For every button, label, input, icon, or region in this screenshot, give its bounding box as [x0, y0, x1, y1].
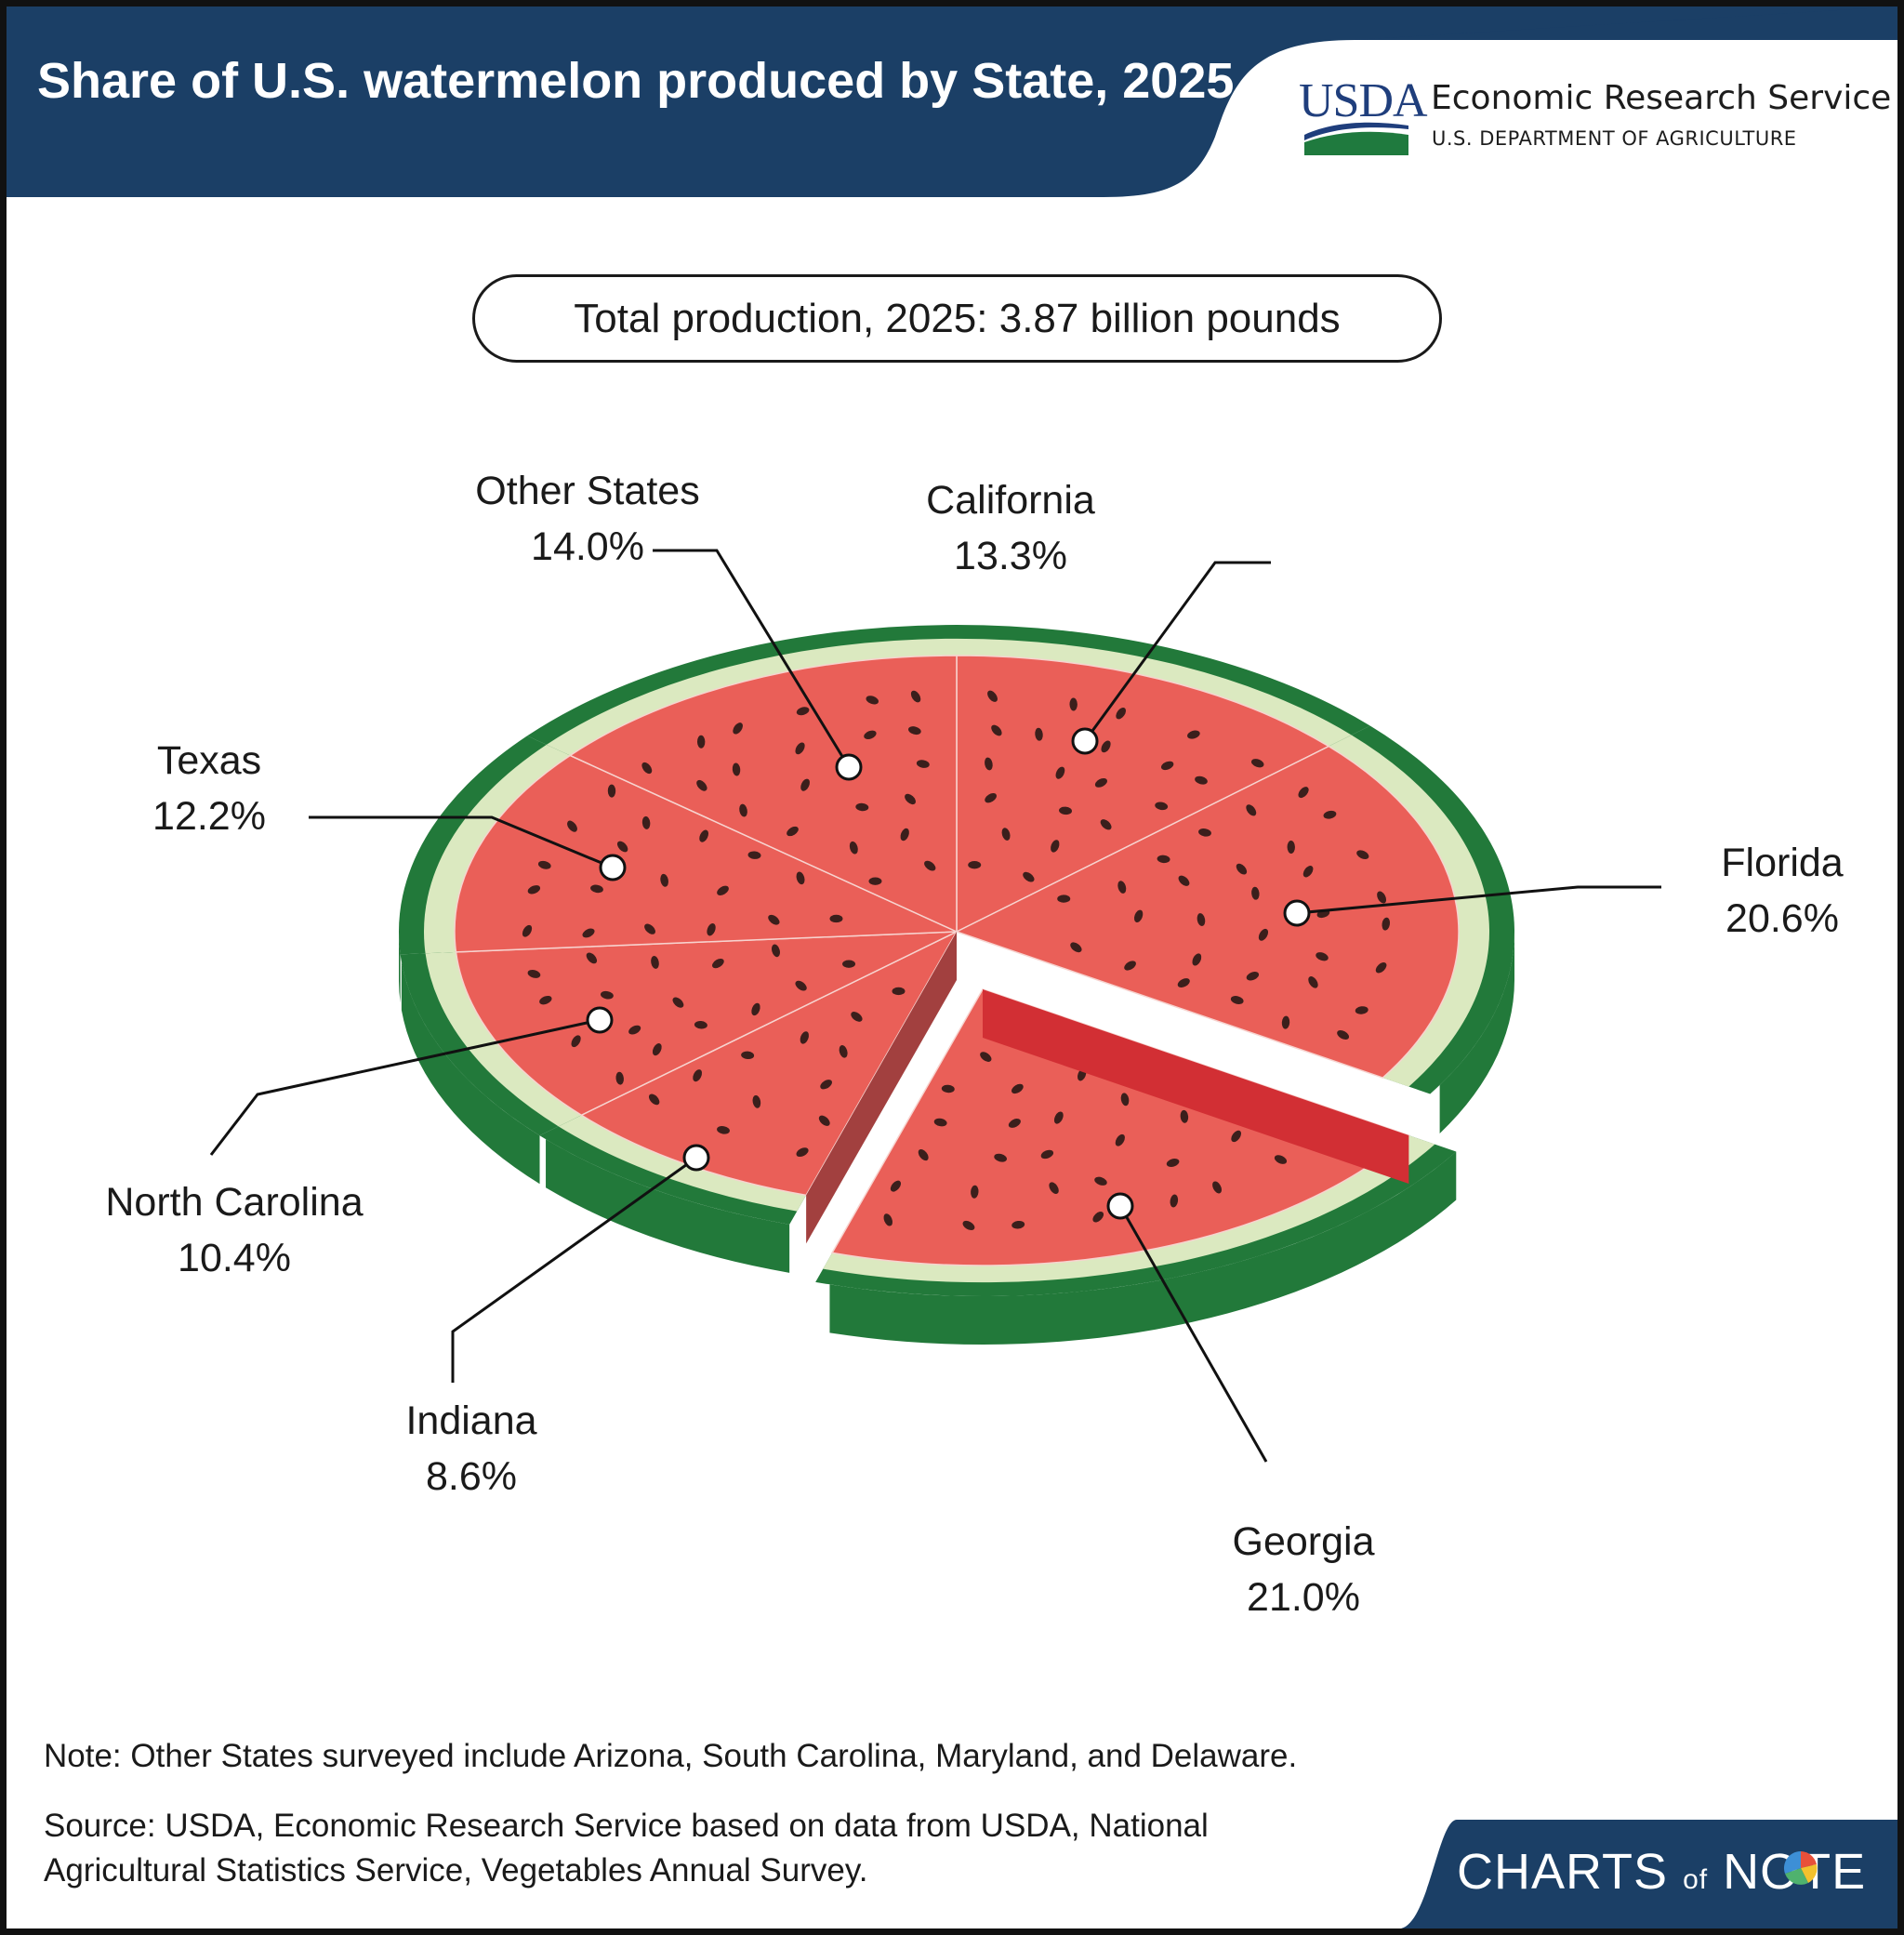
- pie-layer: [399, 625, 1514, 1345]
- slice-indiana: [539, 930, 959, 1273]
- slice-name-florida: Florida: [1721, 841, 1844, 885]
- chart-title: Share of U.S. watermelon produced by Sta…: [37, 53, 1235, 109]
- note-text: Note: Other States surveyed include Ariz…: [44, 1738, 1298, 1774]
- slice-value-north-carolina: 10.4%: [178, 1236, 291, 1280]
- slice-name-georgia: Georgia: [1233, 1519, 1375, 1564]
- label-florida: Florida 20.6%: [1283, 841, 1844, 941]
- slice-georgia: [815, 988, 1457, 1345]
- pie-chart: California 13.3% Florida 20.6% Georgia 21.0% I…: [105, 469, 1843, 1620]
- cut-face-rest: [806, 932, 957, 1244]
- total-production-label: Total production, 2025: 3.87 billion pou…: [472, 274, 1442, 363]
- label-layer: California 13.3% Florida 20.6% Georgia 21.0% I…: [105, 469, 1843, 1620]
- leader-line: [653, 549, 851, 768]
- slice-name-other-states: Other States: [475, 469, 699, 513]
- usda-logo-text: USDA: [1299, 74, 1428, 127]
- footer-band: [1401, 1820, 1897, 1928]
- agency-name: Economic Research Service: [1431, 79, 1892, 117]
- brand-charts: CHARTS: [1457, 1844, 1669, 1900]
- leader-line: [309, 815, 614, 869]
- slice-florida: [955, 725, 1514, 1133]
- leader-line: [1118, 1205, 1268, 1463]
- mini-pie-icon: [1783, 1851, 1818, 1885]
- slice-value-georgia: 21.0%: [1247, 1575, 1360, 1620]
- slice-name-texas: Texas: [157, 738, 261, 783]
- label-california: California 13.3%: [926, 478, 1271, 755]
- leader-dot: [682, 1144, 710, 1172]
- slice-other-states: [527, 625, 958, 934]
- usda-logo-hills-icon: [1304, 122, 1408, 155]
- header-band: [7, 7, 1897, 197]
- slice-name-california: California: [926, 478, 1095, 523]
- slice-california: [956, 625, 1370, 934]
- label-north-carolina: North Carolina 10.4%: [105, 1006, 614, 1280]
- slice-value-texas: 12.2%: [152, 794, 266, 839]
- label-texas: Texas 12.2%: [152, 738, 627, 881]
- slice-texas: [399, 736, 958, 1003]
- slice-value-california: 13.3%: [954, 534, 1067, 578]
- slice-value-other-states: 14.0%: [531, 524, 644, 569]
- slice-name-indiana: Indiana: [405, 1398, 536, 1443]
- cut-face: [983, 989, 1409, 1185]
- leader-line: [451, 1156, 697, 1383]
- slice-north-carolina: [400, 931, 958, 1185]
- label-georgia: Georgia 21.0%: [1106, 1192, 1375, 1620]
- leader-line: [1296, 885, 1661, 915]
- leader-line: [1083, 561, 1271, 742]
- leader-dot: [599, 854, 627, 881]
- leader-dot: [586, 1006, 614, 1034]
- slice-name-north-carolina: North Carolina: [105, 1180, 363, 1225]
- label-other-states: Other States 14.0%: [475, 469, 863, 781]
- label-indiana: Indiana 8.6%: [405, 1144, 710, 1499]
- department-name: U.S. DEPARTMENT OF AGRICULTURE: [1432, 127, 1797, 150]
- brand-of: of: [1683, 1864, 1709, 1895]
- source-text: Source: USDA, Economic Research Service …: [44, 1808, 1209, 1889]
- leader-line: [209, 1018, 601, 1156]
- slice-value-florida: 20.6%: [1726, 896, 1839, 941]
- leader-dot: [1283, 899, 1311, 927]
- leader-dot: [1071, 727, 1099, 755]
- slice-value-indiana: 8.6%: [426, 1454, 517, 1499]
- leader-dot: [835, 753, 863, 781]
- leader-dot: [1106, 1192, 1134, 1220]
